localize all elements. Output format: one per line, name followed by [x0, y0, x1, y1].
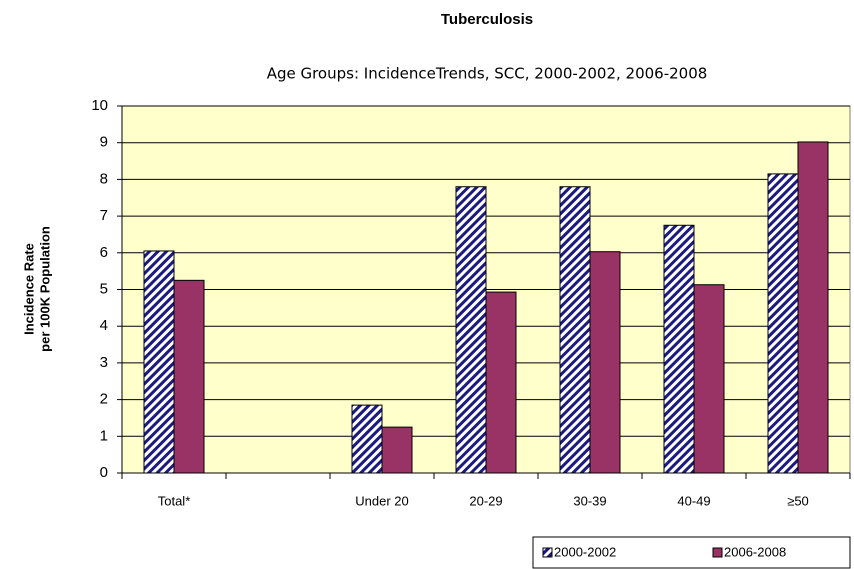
bar: [797, 141, 829, 474]
x-tick-label: Total*: [158, 493, 191, 508]
y-tick-label: 2: [100, 391, 108, 408]
legend-label: 2000-2002: [554, 544, 616, 559]
y-axis-label-line: per 100K Population: [37, 226, 52, 352]
chart-title: Tuberculosis: [441, 11, 533, 28]
bar: [663, 224, 695, 474]
y-tick-label: 4: [100, 317, 108, 334]
y-tick-label: 9: [100, 134, 108, 151]
y-axis-label-line: Incidence Rate: [21, 243, 36, 335]
y-axis-label: Incidence Rate per 100K Population: [21, 226, 52, 352]
bar: [351, 404, 383, 474]
y-tick-label: 3: [100, 354, 108, 371]
legend-swatch: [542, 547, 553, 558]
x-tick-label: 30-39: [573, 493, 606, 508]
x-tick-label: Under 20: [355, 493, 408, 508]
legend: [532, 536, 851, 569]
bar: [455, 186, 487, 474]
bar: [589, 251, 621, 474]
chart-subtitle: Age Groups: IncidenceTrends, SCC, 2000-2…: [267, 65, 708, 83]
y-tick-label: 1: [100, 427, 108, 444]
bar: [485, 291, 517, 474]
x-tick-label: ≥50: [787, 493, 809, 508]
y-tick-label: 10: [91, 97, 108, 114]
y-tick-label: 5: [100, 280, 108, 297]
bar: [381, 426, 413, 474]
x-tick-label: 40-49: [677, 493, 710, 508]
x-tick-label: 20-29: [469, 493, 502, 508]
y-tick-label: 7: [100, 207, 108, 224]
legend-swatch: [712, 547, 723, 558]
bar: [767, 173, 799, 474]
bar: [693, 284, 725, 474]
y-tick-label: 8: [100, 170, 108, 187]
y-tick-label: 6: [100, 244, 108, 261]
y-tick-label: 0: [100, 464, 108, 481]
bar: [143, 250, 175, 474]
bar: [559, 186, 591, 474]
bar: [173, 279, 205, 474]
legend-label: 2006-2008: [724, 544, 786, 559]
